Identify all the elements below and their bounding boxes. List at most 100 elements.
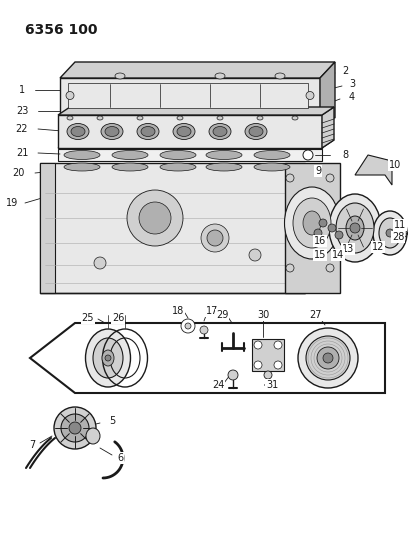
Circle shape xyxy=(105,355,111,361)
Ellipse shape xyxy=(209,124,231,140)
Circle shape xyxy=(350,223,360,233)
Text: 1: 1 xyxy=(19,85,25,95)
Text: 9: 9 xyxy=(315,166,321,176)
Circle shape xyxy=(314,229,322,237)
Polygon shape xyxy=(58,140,334,148)
Text: 7: 7 xyxy=(29,440,35,450)
Ellipse shape xyxy=(102,350,114,366)
Ellipse shape xyxy=(215,73,225,79)
Text: 27: 27 xyxy=(310,310,322,320)
Ellipse shape xyxy=(329,194,381,262)
Circle shape xyxy=(397,228,407,238)
Ellipse shape xyxy=(177,126,191,136)
Circle shape xyxy=(94,257,106,269)
Text: 17: 17 xyxy=(206,306,218,316)
Bar xyxy=(252,339,284,371)
Ellipse shape xyxy=(303,211,321,235)
Text: 23: 23 xyxy=(16,106,28,116)
Polygon shape xyxy=(285,163,340,293)
Ellipse shape xyxy=(67,124,89,140)
Text: 4: 4 xyxy=(349,92,355,102)
Circle shape xyxy=(181,319,195,333)
Ellipse shape xyxy=(93,338,123,378)
Ellipse shape xyxy=(112,163,148,171)
Text: 6: 6 xyxy=(117,453,123,463)
Circle shape xyxy=(127,190,183,246)
Text: 13: 13 xyxy=(342,244,354,254)
Circle shape xyxy=(326,174,334,182)
Circle shape xyxy=(319,219,327,227)
Text: 6356 100: 6356 100 xyxy=(25,23,98,37)
Text: 8: 8 xyxy=(342,150,348,160)
Circle shape xyxy=(254,341,262,349)
Ellipse shape xyxy=(67,116,73,120)
Circle shape xyxy=(228,370,238,380)
Circle shape xyxy=(254,361,262,369)
Polygon shape xyxy=(322,107,334,148)
Circle shape xyxy=(274,341,282,349)
Circle shape xyxy=(185,323,191,329)
Ellipse shape xyxy=(97,116,103,120)
Circle shape xyxy=(200,326,208,334)
Text: 16: 16 xyxy=(314,236,326,246)
Text: 18: 18 xyxy=(172,306,184,316)
Ellipse shape xyxy=(66,92,74,100)
Ellipse shape xyxy=(61,414,89,442)
Circle shape xyxy=(335,231,343,239)
Circle shape xyxy=(264,371,272,379)
Polygon shape xyxy=(30,323,385,393)
Text: 10: 10 xyxy=(389,160,401,170)
Ellipse shape xyxy=(292,116,298,120)
Text: 30: 30 xyxy=(257,310,269,320)
Circle shape xyxy=(201,224,229,252)
Text: 31: 31 xyxy=(266,380,278,390)
Polygon shape xyxy=(355,155,392,185)
Text: 5: 5 xyxy=(109,416,115,426)
Circle shape xyxy=(139,202,171,234)
Ellipse shape xyxy=(379,218,401,248)
Text: 28: 28 xyxy=(392,232,404,242)
Polygon shape xyxy=(58,115,322,148)
Ellipse shape xyxy=(206,150,242,159)
Text: 25: 25 xyxy=(82,313,94,323)
Ellipse shape xyxy=(317,347,339,369)
Text: 12: 12 xyxy=(372,242,384,252)
Circle shape xyxy=(207,230,223,246)
Polygon shape xyxy=(58,149,322,161)
Circle shape xyxy=(303,150,313,160)
Ellipse shape xyxy=(105,126,119,136)
Circle shape xyxy=(286,174,294,182)
Ellipse shape xyxy=(54,407,96,449)
Ellipse shape xyxy=(217,116,223,120)
Ellipse shape xyxy=(336,203,374,253)
Polygon shape xyxy=(60,62,335,78)
Ellipse shape xyxy=(306,92,314,100)
Text: 22: 22 xyxy=(16,124,28,134)
Ellipse shape xyxy=(293,198,331,248)
Circle shape xyxy=(386,229,394,237)
Circle shape xyxy=(326,264,334,272)
Text: 21: 21 xyxy=(16,148,28,158)
Ellipse shape xyxy=(177,116,183,120)
Circle shape xyxy=(286,264,294,272)
Ellipse shape xyxy=(298,328,358,388)
Circle shape xyxy=(249,249,261,261)
Text: 29: 29 xyxy=(216,310,228,320)
Ellipse shape xyxy=(160,150,196,159)
Circle shape xyxy=(328,224,336,232)
Ellipse shape xyxy=(173,124,195,140)
Ellipse shape xyxy=(206,163,242,171)
Ellipse shape xyxy=(137,116,143,120)
Ellipse shape xyxy=(213,126,227,136)
Text: 20: 20 xyxy=(12,168,24,178)
Ellipse shape xyxy=(137,124,159,140)
Ellipse shape xyxy=(249,126,263,136)
Polygon shape xyxy=(60,78,320,113)
Ellipse shape xyxy=(69,422,81,434)
Polygon shape xyxy=(40,163,305,293)
Ellipse shape xyxy=(86,329,131,387)
Text: 19: 19 xyxy=(6,198,18,208)
Ellipse shape xyxy=(160,163,196,171)
Ellipse shape xyxy=(257,116,263,120)
Text: 26: 26 xyxy=(112,313,124,323)
